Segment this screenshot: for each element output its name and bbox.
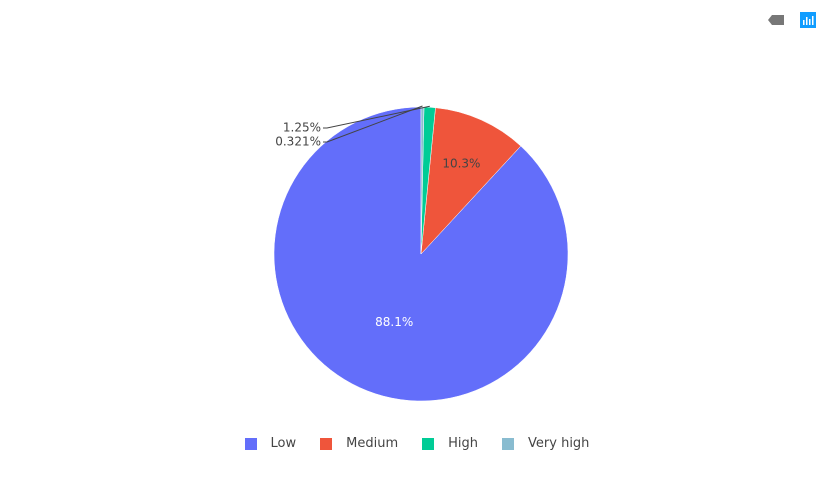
pie-labels: 88.1% 10.3% 1.25%0.321% xyxy=(275,105,480,329)
legend-label-medium: Medium xyxy=(346,436,399,451)
legend: Low Medium High Very high xyxy=(0,436,838,451)
pie-label-high: 1.25% xyxy=(283,121,321,135)
pie-label-medium: 10.3% xyxy=(442,157,480,171)
pie-label-very-high: 0.321% xyxy=(275,135,321,149)
legend-label-very-high: Very high xyxy=(528,436,590,451)
tag-icon[interactable] xyxy=(768,12,784,28)
legend-item-low[interactable]: Low xyxy=(244,436,301,451)
legend-swatch-low xyxy=(244,437,257,450)
pie-slice-medium[interactable] xyxy=(420,107,522,255)
pie-label-low: 88.1% xyxy=(375,315,413,329)
legend-swatch-medium xyxy=(320,437,333,450)
legend-swatch-high xyxy=(422,437,435,450)
pie-leader-line-high xyxy=(323,105,430,129)
legend-item-very-high[interactable]: Very high xyxy=(502,436,593,451)
legend-item-high[interactable]: High xyxy=(422,436,482,451)
pie-leader-line-very-high xyxy=(323,105,423,143)
legend-item-medium[interactable]: Medium xyxy=(320,436,402,451)
legend-label-low: Low xyxy=(270,436,297,451)
modebar xyxy=(768,12,816,28)
legend-swatch-very-high xyxy=(502,437,515,450)
pie-slices xyxy=(273,106,569,402)
plotly-chart-icon[interactable] xyxy=(800,12,816,28)
legend-label-high: High xyxy=(448,436,479,451)
